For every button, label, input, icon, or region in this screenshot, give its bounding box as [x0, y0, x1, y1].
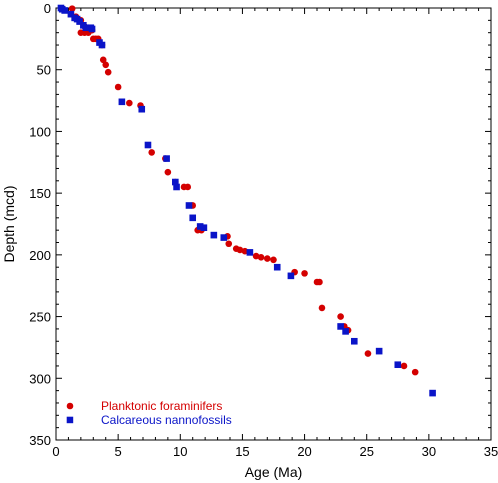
point-nannofossil	[61, 7, 68, 14]
point-foraminifer	[263, 255, 271, 262]
y-tick-label: 250	[29, 310, 51, 325]
point-nannofossil	[185, 202, 193, 209]
point-nannofossil	[210, 231, 218, 239]
x-tick-label: 30	[422, 444, 436, 459]
point-foraminifer	[102, 61, 110, 69]
point-nannofossil	[163, 155, 170, 162]
y-tick-label: 150	[29, 186, 51, 201]
legend-marker-square	[66, 416, 74, 424]
point-nannofossil	[172, 178, 179, 186]
point-foraminifer	[411, 368, 419, 376]
point-foraminifer	[164, 168, 172, 176]
x-tick-label: 5	[115, 444, 122, 459]
point-foraminifer	[400, 362, 408, 370]
point-foraminifer	[241, 247, 249, 255]
point-nannofossil	[375, 347, 383, 355]
point-foraminifer	[68, 5, 76, 12]
point-nannofossil	[173, 183, 180, 191]
point-foraminifer	[257, 254, 265, 261]
x-tick-label: 20	[297, 444, 311, 459]
y-tick-label: 300	[29, 371, 51, 386]
legend-label-nannofossils: Calcareous nannofossils	[101, 413, 232, 427]
point-foraminifer	[126, 99, 133, 107]
point-nannofossil	[337, 323, 344, 330]
point-nannofossil	[138, 105, 146, 113]
legend-label-foraminifers: Planktonic foraminifers	[101, 399, 222, 413]
x-tick-label: 35	[484, 444, 498, 459]
x-axis: 0 5 10 15 20 25 30 35	[52, 8, 498, 459]
legend-item-foraminifers: Planktonic foraminifers	[66, 399, 222, 413]
point-nannofossil	[88, 25, 96, 33]
point-foraminifer	[114, 83, 122, 91]
point-nannofossil	[98, 41, 106, 49]
point-foraminifer	[318, 304, 326, 312]
x-tick-label: 25	[359, 444, 373, 459]
y-tick-label: 0	[44, 1, 51, 16]
point-nannofossil	[82, 24, 90, 32]
data-points	[57, 4, 436, 397]
point-nannofossil	[287, 272, 295, 280]
point-nannofossil	[429, 389, 436, 397]
point-nannofossil	[246, 249, 254, 256]
point-nannofossil	[144, 141, 152, 149]
point-nannofossil	[189, 214, 197, 222]
point-nannofossil	[196, 223, 204, 230]
x-tick-label: 15	[235, 444, 249, 459]
point-foraminifer	[104, 68, 112, 76]
point-foraminifer	[364, 350, 372, 357]
point-foraminifer	[225, 240, 233, 248]
x-tick-label: 0	[52, 444, 59, 459]
point-foraminifer	[316, 278, 323, 286]
legend-marker-circle	[66, 402, 74, 410]
point-nannofossil	[118, 98, 126, 106]
point-nannofossil	[342, 328, 349, 335]
point-nannofossil	[220, 234, 228, 241]
point-nannofossil	[273, 263, 281, 271]
point-foraminifer	[148, 149, 155, 156]
point-nannofossil	[350, 337, 358, 345]
plot-frame	[55, 7, 492, 441]
point-foraminifer	[337, 313, 344, 320]
point-foraminifer	[252, 252, 260, 260]
y-tick-label: 100	[29, 124, 51, 139]
y-axis: 0 50 100 150 200 250 300 350	[29, 1, 491, 448]
x-tick-label: 10	[173, 444, 187, 459]
y-tick-label: 350	[29, 433, 51, 448]
point-nannofossil	[200, 224, 208, 232]
point-nannofossil	[76, 18, 83, 25]
plot-area-border	[55, 7, 492, 441]
legend-item-nannofossils: Calcareous nannofossils	[66, 413, 232, 427]
y-tick-label: 200	[29, 248, 51, 263]
point-foraminifer	[270, 256, 277, 264]
point-foraminifer	[99, 56, 107, 64]
y-axis-label: Depth (mcd)	[1, 185, 17, 262]
point-foraminifer	[236, 246, 244, 254]
legend: Planktonic foraminifers Calcareous nanno…	[66, 399, 232, 427]
point-foraminifer	[184, 183, 192, 191]
point-nannofossil	[394, 361, 402, 369]
y-tick-label: 50	[37, 63, 51, 78]
point-foraminifer	[301, 270, 308, 277]
x-axis-label: Age (Ma)	[245, 464, 303, 480]
point-nannofossil	[67, 10, 75, 18]
